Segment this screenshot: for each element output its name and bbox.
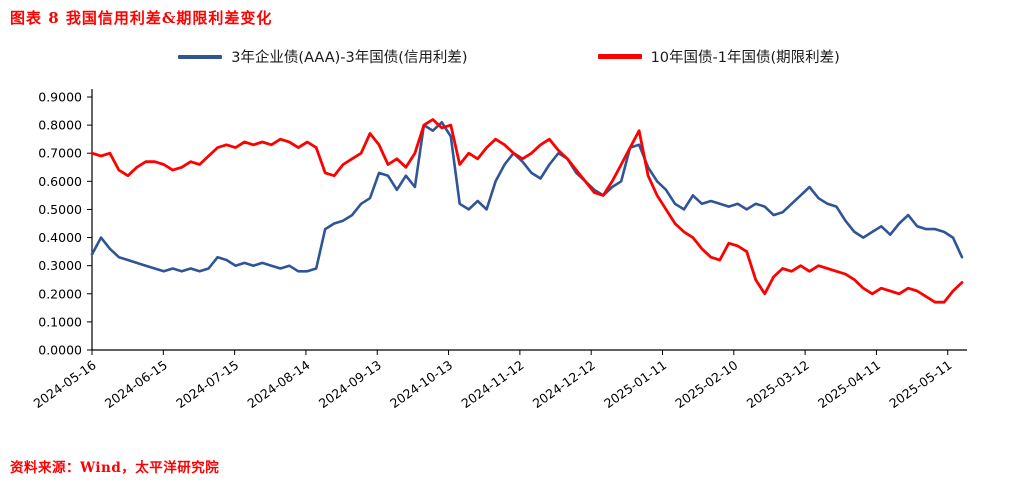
source-note: 资料来源：Wind，太平洋研究院 xyxy=(10,460,220,476)
credit-spread-legend-label: 3年企业债(AAA)-3年国债(信用利差) xyxy=(231,50,468,66)
svg-text:0.1000: 0.1000 xyxy=(38,314,82,329)
svg-text:0.3000: 0.3000 xyxy=(38,258,82,273)
svg-text:0.5000: 0.5000 xyxy=(38,202,82,217)
chart-title: 图表 8 我国信用利差&期限利差变化 xyxy=(10,9,273,27)
svg-text:2025-04-11: 2025-04-11 xyxy=(815,357,883,411)
legend-item-credit-spread: 3年企业债(AAA)-3年国债(信用利差) xyxy=(178,46,468,67)
svg-text:2024-06-15: 2024-06-15 xyxy=(102,357,170,411)
line-chart: 0.0000 0.1000 0.2000 0.3000 0.4000 0.5000 0.60… xyxy=(31,89,967,411)
svg-text:0.9000: 0.9000 xyxy=(38,90,82,105)
svg-text:2025-02-10: 2025-02-10 xyxy=(672,357,740,411)
svg-text:2024-10-13: 2024-10-13 xyxy=(387,357,455,411)
svg-text:0.2000: 0.2000 xyxy=(38,286,82,301)
svg-text:2024-11-12: 2024-11-12 xyxy=(458,357,526,411)
term-spread-line-swatch xyxy=(597,54,642,59)
svg-text:0.4000: 0.4000 xyxy=(38,230,82,245)
legend-item-term-spread: 10年国债-1年国债(期限利差) xyxy=(597,46,840,67)
legend: 3年企业债(AAA)-3年国债(信用利差) 10年国债-1年国债(期限利差) xyxy=(0,46,1018,67)
svg-text:0.0000: 0.0000 xyxy=(38,343,82,358)
svg-text:0.8000: 0.8000 xyxy=(38,118,82,133)
svg-text:2024-12-12: 2024-12-12 xyxy=(530,357,598,411)
svg-text:2024-08-14: 2024-08-14 xyxy=(245,357,313,411)
credit-spread-line-swatch xyxy=(178,54,223,59)
svg-text:0.7000: 0.7000 xyxy=(38,146,82,161)
svg-text:2025-01-11: 2025-01-11 xyxy=(601,357,669,411)
svg-text:0.6000: 0.6000 xyxy=(38,174,82,189)
svg-text:2025-05-11: 2025-05-11 xyxy=(886,357,954,411)
term-spread-legend-label: 10年国债-1年国债(期限利差) xyxy=(650,50,840,66)
svg-text:2025-03-12: 2025-03-12 xyxy=(744,357,812,411)
svg-text:2024-05-16: 2024-05-16 xyxy=(31,357,99,411)
svg-text:2024-09-13: 2024-09-13 xyxy=(316,357,384,411)
svg-text:2024-07-15: 2024-07-15 xyxy=(173,357,241,411)
